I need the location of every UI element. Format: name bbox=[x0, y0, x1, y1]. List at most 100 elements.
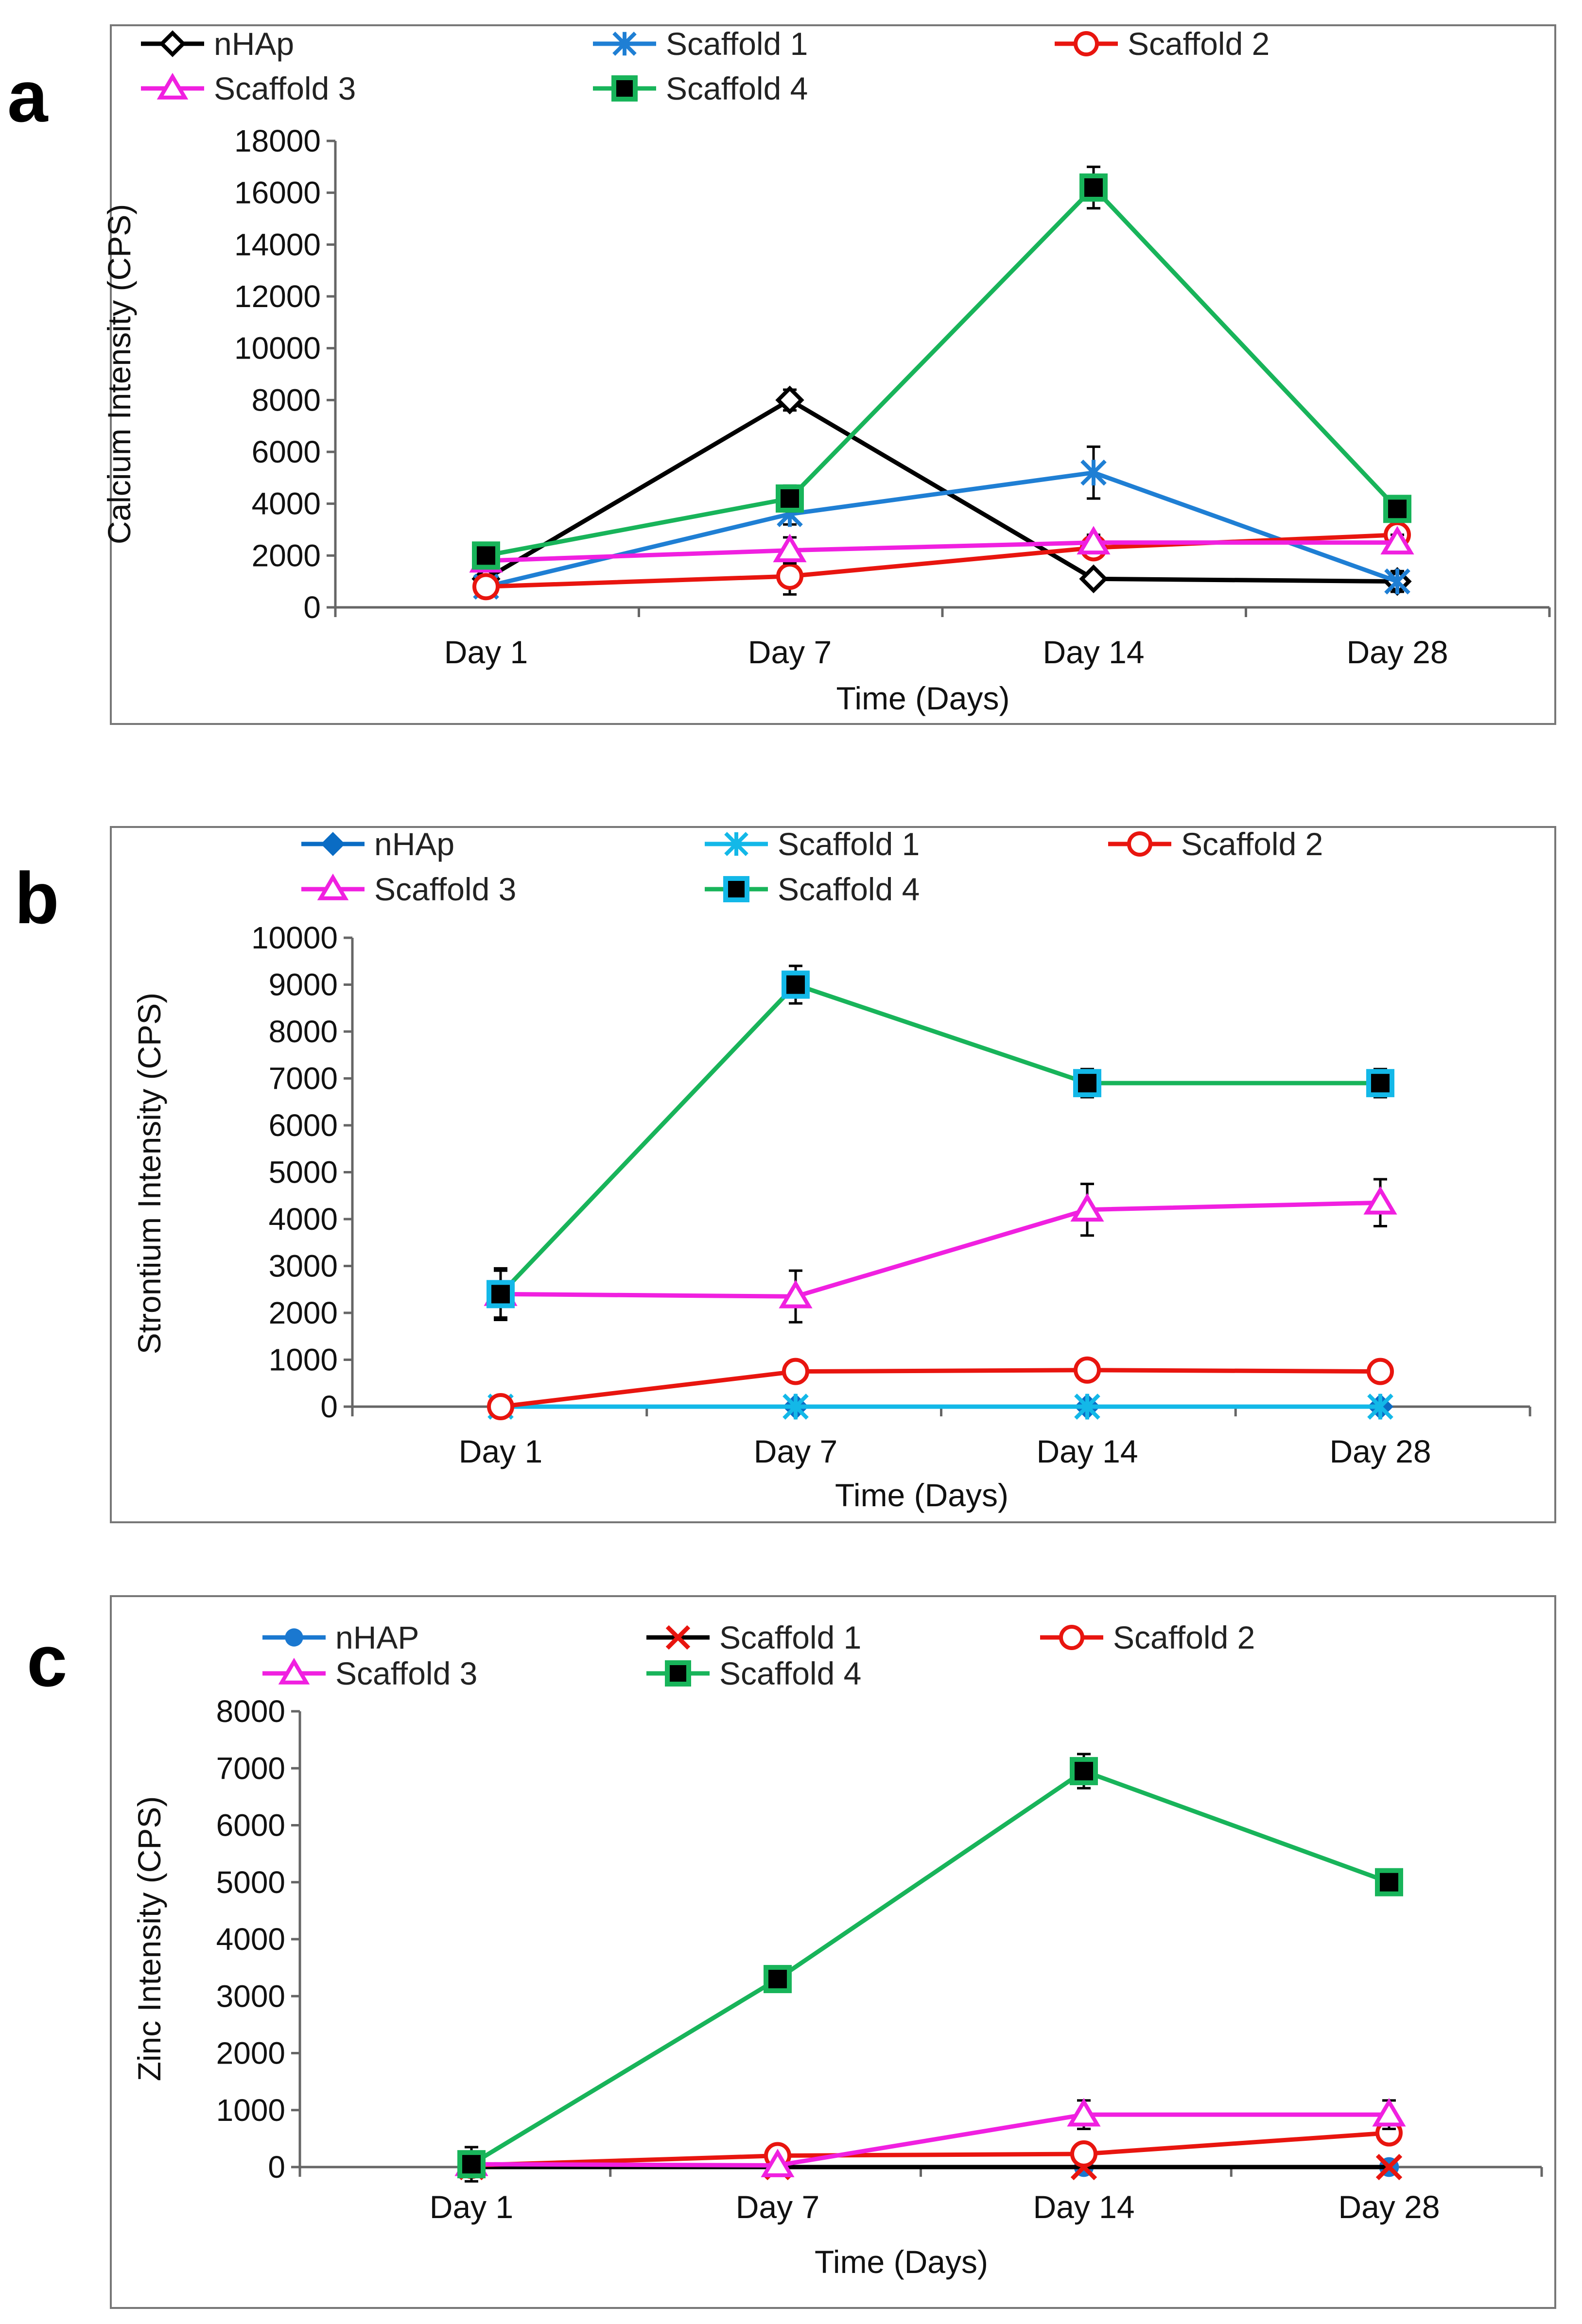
y-tick-label: 5000 bbox=[269, 1155, 338, 1190]
y-tick-label: 6000 bbox=[252, 434, 321, 469]
x-tick-label: Day 7 bbox=[754, 1433, 837, 1469]
x-tick-label: Day 28 bbox=[1329, 1433, 1431, 1469]
y-tick-label: 4000 bbox=[252, 486, 321, 521]
data-point bbox=[1077, 526, 1111, 555]
data-point bbox=[1372, 2098, 1406, 2127]
x-tick-label: Day 7 bbox=[736, 2189, 819, 2225]
data-point bbox=[1380, 526, 1414, 555]
data-point bbox=[472, 541, 500, 570]
legend-label: Scaffold 1 bbox=[719, 1619, 861, 1655]
legend-marker bbox=[278, 1657, 310, 1685]
data-point bbox=[1070, 2140, 1097, 2168]
legend: nHAp Scaffold 1 Scaffold 2 Scaffold 3 Scaffo… bbox=[141, 26, 1269, 106]
series-scaffold-2 bbox=[487, 1356, 1394, 1420]
data-point bbox=[761, 2149, 795, 2177]
legend-label: nHAp bbox=[214, 26, 294, 62]
y-tick-label: 4000 bbox=[216, 1922, 285, 1957]
data-point bbox=[1375, 2153, 1403, 2181]
legend-marker bbox=[285, 1628, 303, 1647]
data-point bbox=[1073, 1069, 1101, 1098]
y-tick-label: 8000 bbox=[269, 1014, 338, 1049]
y-tick-label: 0 bbox=[320, 1389, 338, 1424]
data-point bbox=[1070, 1193, 1104, 1222]
legend-marker bbox=[159, 30, 186, 57]
data-point bbox=[775, 385, 804, 414]
data-point bbox=[1363, 1186, 1397, 1215]
legend-item-scaffold-4: Scaffold 4 bbox=[593, 70, 808, 106]
data-point bbox=[1366, 1069, 1394, 1098]
data-point bbox=[1384, 568, 1410, 595]
legend-item-scaffold-3: Scaffold 3 bbox=[262, 1655, 477, 1691]
data-point bbox=[487, 1280, 515, 1308]
chart-panel-c: c 0 1000 2000 3000 4000 5000 6000 7000 8000 Day 1 D… bbox=[27, 1595, 1556, 2309]
series-line bbox=[470, 1769, 1390, 2166]
legend-marker bbox=[1074, 31, 1099, 56]
legend: nHAp Scaffold 1 Scaffold 2 Scaffold 3 Scaffo… bbox=[301, 826, 1323, 907]
y-axis-title: Calcium Intensity (CPS) bbox=[101, 204, 137, 545]
series-line bbox=[485, 397, 1398, 584]
data-point bbox=[1074, 1356, 1101, 1384]
legend-marker bbox=[321, 832, 345, 856]
x-axis-title: Time (Days) bbox=[835, 1477, 1008, 1513]
data-point bbox=[776, 563, 803, 590]
legend: nHAP Scaffold 1 Scaffold 2 Scaffold 3 Scaffo… bbox=[262, 1619, 1255, 1691]
x-tick-label: Day 14 bbox=[1036, 1433, 1138, 1469]
data-point bbox=[1367, 1358, 1394, 1385]
legend-label: Scaffold 2 bbox=[1181, 826, 1323, 862]
series-line bbox=[500, 1200, 1381, 1299]
data-point bbox=[776, 484, 804, 513]
data-point bbox=[1074, 1394, 1100, 1420]
legend-item-scaffold-2: Scaffold 2 bbox=[1108, 826, 1323, 862]
y-tick-label: 12000 bbox=[234, 279, 321, 314]
legend-marker bbox=[1059, 1625, 1084, 1650]
data-point bbox=[1375, 1868, 1403, 1896]
y-tick-label: 2000 bbox=[216, 2036, 285, 2071]
x-tick-label: Day 14 bbox=[1033, 2189, 1134, 2225]
series-line bbox=[486, 540, 1397, 563]
data-point bbox=[1080, 459, 1107, 486]
x-tick-label: Day 1 bbox=[444, 634, 528, 670]
legend-label: Scaffold 3 bbox=[214, 70, 356, 106]
legend-label: Scaffold 2 bbox=[1128, 26, 1269, 62]
legend-label: Scaffold 1 bbox=[778, 826, 920, 862]
legend-label: Scaffold 1 bbox=[666, 26, 808, 62]
chart-panel-b: b 0 1000 2000 3000 4000 5000 6000 7000 8000 9000 10… bbox=[15, 826, 1556, 1523]
y-tick-label: 16000 bbox=[234, 175, 321, 210]
legend-label: Scaffold 4 bbox=[719, 1655, 861, 1691]
data-point bbox=[782, 1394, 809, 1420]
panel-letter: c bbox=[27, 1620, 67, 1702]
y-tick-label: 0 bbox=[268, 2150, 285, 2185]
legend-marker bbox=[723, 876, 749, 902]
chart-frame bbox=[110, 24, 1556, 725]
data-point bbox=[764, 1965, 792, 1994]
legend-item-nhap: nHAp bbox=[141, 26, 294, 62]
data-point bbox=[457, 2150, 486, 2179]
x-tick-label: Day 1 bbox=[430, 2189, 513, 2225]
x-tick-label: Day 28 bbox=[1338, 2189, 1440, 2225]
legend-marker bbox=[665, 1660, 691, 1687]
legend-marker bbox=[612, 32, 637, 56]
y-tick-label: 14000 bbox=[234, 227, 321, 262]
chart-frame bbox=[110, 1595, 1556, 2309]
y-tick-label: 6000 bbox=[269, 1108, 338, 1143]
y-tick-label: 18000 bbox=[234, 123, 321, 158]
x-tick-label: Day 28 bbox=[1346, 634, 1448, 670]
data-point bbox=[779, 1279, 813, 1308]
data-point bbox=[472, 573, 500, 601]
chart-panel-a: a 0 2000 4000 6000 8000 10000 12000 14000 16000 18… bbox=[7, 24, 1556, 725]
data-point bbox=[1067, 2098, 1101, 2127]
data-point bbox=[782, 970, 810, 999]
data-point bbox=[1367, 1394, 1393, 1420]
legend-item-scaffold-3: Scaffold 3 bbox=[141, 70, 356, 106]
y-tick-label: 8000 bbox=[216, 1694, 285, 1729]
series-scaffold-4 bbox=[487, 964, 1394, 1321]
data-point bbox=[1079, 173, 1108, 202]
series-line bbox=[499, 982, 1380, 1296]
legend-label: nHAp bbox=[374, 826, 454, 862]
x-tick-label: Day 14 bbox=[1043, 634, 1144, 670]
data-point bbox=[773, 534, 807, 563]
data-point bbox=[487, 1393, 514, 1420]
y-tick-label: 7000 bbox=[216, 1751, 285, 1786]
series-line bbox=[500, 1368, 1381, 1409]
y-tick-label: 10000 bbox=[234, 331, 321, 366]
